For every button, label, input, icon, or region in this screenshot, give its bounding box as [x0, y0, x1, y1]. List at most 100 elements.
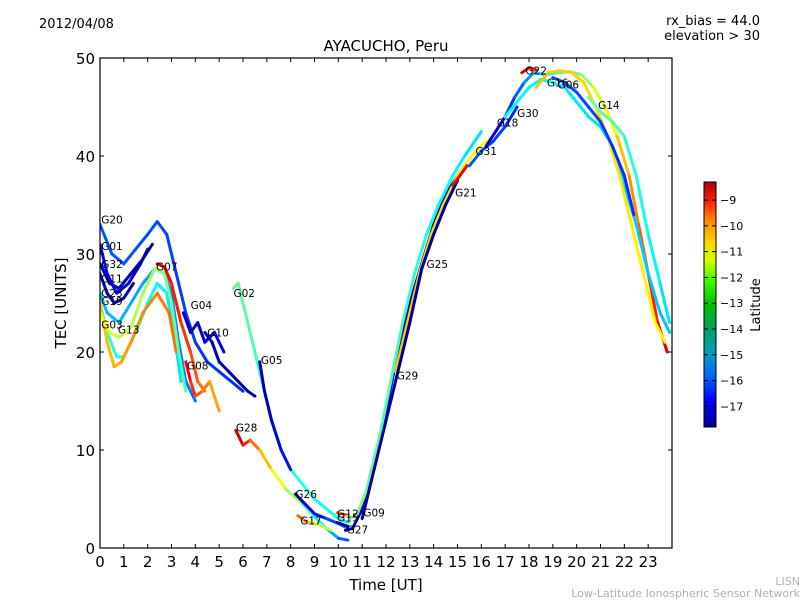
x-tick-label: 4 [191, 553, 201, 571]
prn-label-g16: G16 [547, 78, 569, 90]
series-segment-g09 [436, 174, 455, 207]
series-segment-g12 [335, 511, 347, 517]
chart-title: AYACUCHO, Peru [323, 37, 449, 55]
series-segment-g20 [217, 370, 233, 383]
series-segment-g02 [313, 497, 328, 511]
y-tick-label: 0 [85, 540, 95, 558]
series-segment-g05 [258, 360, 266, 393]
series-segment-g18 [522, 71, 536, 84]
series-segment-g29 [394, 321, 409, 374]
series-segment-g07 [162, 265, 173, 285]
series-segment-g14 [634, 174, 650, 236]
x-tick-label: 16 [472, 553, 491, 571]
series-segment-g17 [296, 514, 309, 525]
series-segment-g26 [303, 502, 316, 516]
series-segment-g09 [365, 438, 381, 491]
series-segment-g23 [117, 301, 133, 325]
x-tick-label: 20 [567, 553, 586, 571]
plot-info: rx_bias = 44.0 elevation > 30 [664, 14, 760, 44]
series-segment-g14 [599, 110, 614, 124]
series-segment-g13 [141, 267, 157, 295]
series-segment-g20 [134, 232, 150, 251]
x-tick-label: 21 [591, 553, 610, 571]
prn-label-g28: G28 [236, 422, 258, 434]
series-segment-g06 [610, 144, 626, 178]
series-segment-g26 [313, 512, 328, 521]
series-segment-g20 [165, 232, 178, 276]
series-segment-g20 [174, 272, 188, 315]
prn-label-g32: G32 [101, 259, 123, 271]
prn-label-g10: G10 [207, 327, 229, 339]
series-segment-g27 [351, 507, 364, 530]
series-segment-g09 [413, 232, 429, 276]
prn-label-g05: G05 [261, 355, 283, 367]
series-segment-g25 [420, 232, 436, 271]
y-tick-label: 10 [76, 442, 95, 460]
series-segment-g07 [179, 321, 193, 354]
colorbar-ticks: −9 −10 −11 −12 −13 −14 −15 −16 −17 [704, 194, 743, 413]
date-label: 2012/04/08 [39, 17, 114, 32]
prn-label-g06: G06 [558, 79, 580, 91]
prn-label-g11: G11 [101, 274, 123, 286]
series-segment-g18 [484, 130, 498, 148]
prn-label-g26: G26 [295, 489, 317, 501]
series-segment-g28 [270, 468, 288, 491]
series-segment-g28 [248, 438, 262, 452]
series-segment-g08 [184, 360, 193, 383]
series-segment-g16 [546, 69, 562, 75]
series-segment-g13 [129, 291, 145, 329]
prn-label-g01: G01 [101, 241, 123, 253]
x-axis-label: Time [UT] [348, 576, 422, 594]
series-segment-g05 [262, 389, 274, 423]
series-segment-g02 [289, 468, 305, 486]
x-tick-label: 3 [167, 553, 177, 571]
series-segment-g19 [155, 281, 169, 295]
series-segment-g08 [189, 379, 197, 398]
y-tick-label: 20 [76, 344, 95, 362]
series-segment-g17 [317, 522, 333, 532]
axis-ticks: 0 1 2 3 4 5 6 7 8 9 10 11 12 13 14 15 16 17 18 19 20 21 22 2301… [76, 50, 672, 571]
series-segment-g10 [203, 330, 214, 344]
series-segment-g16 [629, 223, 645, 276]
series-segment-g06 [599, 120, 614, 148]
series-segment-g25 [384, 370, 400, 423]
x-tick-label: 10 [329, 553, 348, 571]
series-segment-g11 [112, 296, 126, 305]
series-segment-g03 [167, 311, 178, 354]
x-tick-label: 0 [95, 553, 105, 571]
series-segment-g23 [129, 281, 145, 305]
prn-label-g09: G09 [363, 508, 385, 520]
series-segment-g05 [270, 419, 283, 452]
colorbar-tick-label: −16 [720, 375, 743, 388]
x-tick-label: 2 [143, 553, 153, 571]
series-segment-g30 [503, 100, 519, 119]
prn-label-g18: G18 [497, 118, 519, 130]
prn-label-g04: G04 [191, 300, 213, 312]
series-segment-g23 [177, 340, 188, 383]
prn-label-g13: G13 [118, 324, 140, 336]
prn-label-g12: G12 [337, 509, 359, 521]
series-segment-g30 [587, 115, 602, 129]
series-segment-g18 [591, 85, 607, 109]
series-segment-g18 [615, 134, 631, 178]
series-segment-g20 [110, 252, 126, 266]
series-segment-g01 [115, 281, 131, 295]
series-segment-g09 [463, 130, 483, 158]
series-segment-g14 [658, 281, 672, 325]
series-segment-g20 [146, 220, 159, 236]
series-segment-g25 [408, 267, 424, 325]
series-segment-g04 [196, 321, 207, 344]
prn-label-g08: G08 [187, 361, 209, 373]
x-tick-label: 13 [400, 553, 419, 571]
prn-label-g03: G03 [101, 320, 123, 332]
series-segment-g16 [558, 69, 574, 75]
prn-label-g20: G20 [101, 215, 123, 227]
series-segment-g03 [105, 340, 116, 369]
series-segment-g28 [284, 487, 305, 506]
colorbar-label: Latitude [749, 278, 764, 332]
series-segment-g13 [108, 330, 121, 339]
prn-label-g15: G15 [337, 513, 359, 525]
x-tick-label: 17 [496, 553, 515, 571]
series-segment-g09 [389, 321, 405, 383]
